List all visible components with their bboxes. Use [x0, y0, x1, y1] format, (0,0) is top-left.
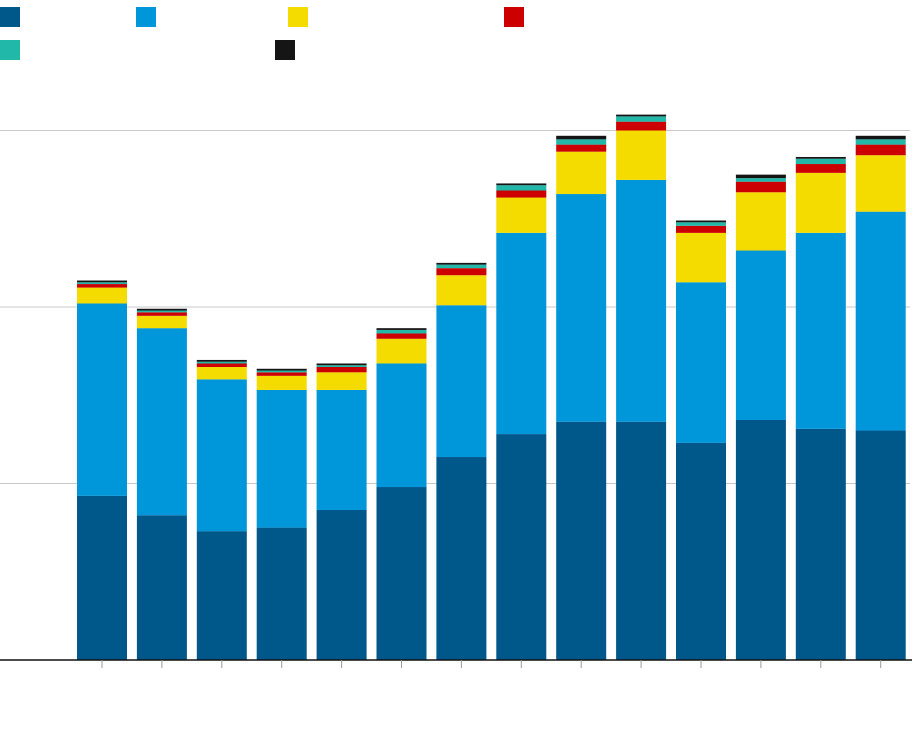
bar-1-series-3: [136, 312, 187, 316]
bar-4-series-5: [316, 363, 367, 366]
bar-4-series-0: [316, 509, 367, 660]
bar-4-series-3: [316, 367, 367, 373]
bar-6-series-3: [436, 268, 487, 276]
bar-7-series-0: [496, 434, 547, 660]
bars: [77, 114, 906, 660]
bar-10-series-0: [676, 442, 726, 660]
bar-11-series-3: [735, 181, 786, 193]
bar-2-series-4: [196, 361, 247, 364]
bar-6-series-4: [436, 264, 487, 269]
bar-8-series-1: [556, 194, 607, 422]
bar-4-series-2: [316, 372, 367, 390]
legend-swatch-4: [0, 40, 20, 60]
bar-11-series-5: [735, 174, 786, 179]
legend-swatch-3: [504, 7, 524, 27]
bar-9-series-2: [616, 130, 667, 180]
bar-12-series-5: [795, 156, 846, 159]
bar-13-series-1: [855, 211, 906, 431]
bar-13-series-4: [855, 139, 906, 145]
bar-13-series-2: [855, 155, 906, 212]
bar-6-series-1: [436, 305, 487, 458]
bar-0-series-3: [77, 284, 127, 288]
bar-2-series-3: [196, 363, 247, 368]
bar-12-series-3: [795, 164, 846, 173]
legend-swatch-5: [275, 40, 295, 60]
bar-0-series-1: [77, 303, 127, 496]
bar-10-series-2: [676, 232, 726, 283]
bar-9-series-0: [616, 421, 667, 660]
bar-11-series-1: [735, 250, 786, 420]
bar-2-series-2: [196, 367, 247, 380]
bar-5-series-1: [376, 363, 427, 488]
bar-0-series-5: [77, 280, 127, 283]
bar-3-series-1: [256, 389, 307, 528]
bar-12-series-4: [795, 158, 846, 165]
bar-0-series-0: [77, 495, 127, 660]
bar-5-series-3: [376, 333, 427, 339]
x-axis: [0, 659, 912, 668]
bar-5-series-0: [376, 487, 427, 660]
bar-11-series-0: [735, 419, 786, 660]
bar-12-series-1: [795, 232, 846, 429]
bar-12-series-2: [795, 172, 846, 233]
legend-swatch-0: [0, 7, 20, 27]
bar-3-series-2: [256, 375, 307, 390]
bar-5-series-4: [376, 329, 427, 334]
legend: [0, 7, 524, 60]
bar-5-series-2: [376, 338, 427, 364]
bar-11-series-4: [735, 178, 786, 182]
bar-8-series-3: [556, 144, 607, 152]
bar-1-series-5: [136, 308, 187, 311]
bar-10-series-1: [676, 282, 726, 443]
bar-5-series-5: [376, 328, 427, 330]
bar-11-series-2: [735, 192, 786, 251]
bar-3-series-4: [256, 370, 307, 373]
legend-swatch-2: [288, 7, 308, 27]
bar-10-series-3: [676, 225, 726, 233]
bar-9-series-1: [616, 179, 667, 422]
bar-13-series-3: [855, 144, 906, 156]
bar-1-series-4: [136, 310, 187, 313]
bar-8-series-2: [556, 151, 607, 195]
bar-2-series-5: [196, 359, 247, 362]
bar-10-series-4: [676, 222, 726, 226]
bar-7-series-5: [496, 183, 547, 186]
bar-1-series-1: [136, 328, 187, 516]
bar-9-series-4: [616, 116, 667, 122]
bar-6-series-2: [436, 275, 487, 306]
bar-2-series-0: [196, 531, 247, 660]
bar-3-series-5: [256, 368, 307, 371]
bar-4-series-4: [316, 365, 367, 368]
bar-7-series-1: [496, 232, 547, 435]
bar-0-series-2: [77, 287, 127, 304]
bar-4-series-1: [316, 389, 367, 510]
bar-7-series-4: [496, 185, 547, 191]
bar-2-series-1: [196, 379, 247, 532]
bar-0-series-4: [77, 282, 127, 285]
bar-8-series-5: [556, 135, 607, 140]
bar-9-series-5: [616, 114, 667, 117]
bar-3-series-0: [256, 527, 307, 660]
bar-6-series-0: [436, 457, 487, 660]
bar-10-series-5: [676, 220, 726, 223]
bar-1-series-2: [136, 315, 187, 329]
bar-7-series-2: [496, 197, 547, 233]
bar-13-series-0: [855, 430, 906, 660]
bar-1-series-0: [136, 515, 187, 660]
bar-12-series-0: [795, 428, 846, 660]
legend-swatch-1: [136, 7, 156, 27]
bar-6-series-5: [436, 262, 487, 265]
bar-13-series-5: [855, 135, 906, 140]
bar-9-series-3: [616, 121, 667, 131]
bar-8-series-0: [556, 421, 607, 660]
bar-3-series-3: [256, 372, 307, 376]
bar-8-series-4: [556, 139, 607, 145]
bar-7-series-3: [496, 190, 547, 198]
